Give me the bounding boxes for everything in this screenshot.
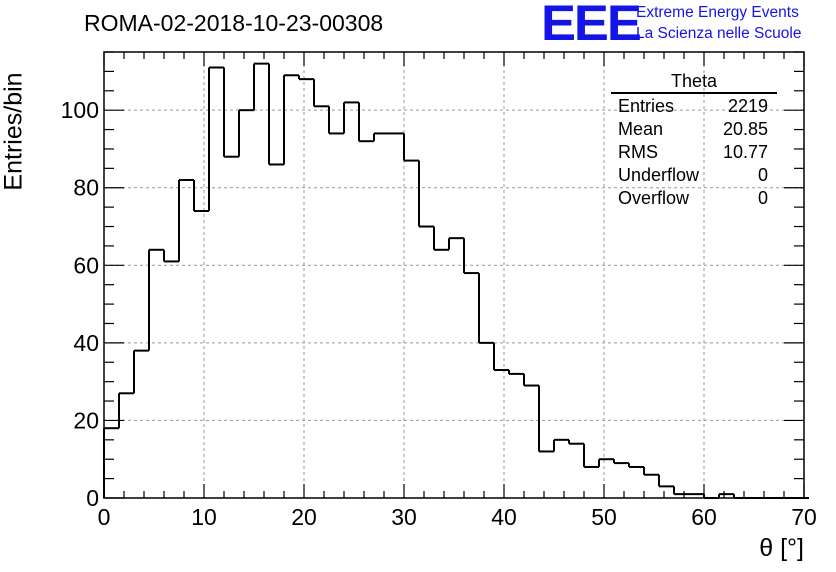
x-tick-label: 30: [391, 504, 417, 530]
y-tick-label: 0: [86, 485, 99, 511]
stats-value: 20.85: [722, 119, 768, 139]
plot-border: [103, 51, 805, 499]
logo-text: Extreme Energy Events La Scienza nelle S…: [636, 2, 801, 44]
x-tick-label: 10: [191, 504, 217, 530]
stats-value: 2219: [727, 96, 768, 116]
chart-title: ROMA-02-2018-10-23-00308: [84, 10, 384, 36]
logo-line-1: Extreme Energy Events: [636, 4, 799, 21]
stats-row-rms: RMS 10.77: [611, 141, 777, 164]
y-tick-label: 80: [73, 175, 99, 201]
axis-ticks: [103, 51, 805, 499]
grid-lines: [104, 52, 804, 498]
stats-row-underflow: Underflow 0: [611, 164, 777, 187]
x-axis-label: θ [°]: [759, 534, 804, 562]
stats-row-entries: Entries 2219: [611, 95, 777, 118]
stats-value: 0: [757, 165, 768, 185]
x-tick-label: 20: [291, 504, 317, 530]
x-tick-label: 50: [591, 504, 617, 530]
y-tick-label: 20: [73, 407, 99, 433]
tick-labels: 0 10 20 30 40 50 60 70 0 20 40 60 80 100: [61, 97, 817, 530]
stats-label: Mean: [618, 119, 664, 139]
y-tick-label: 100: [61, 97, 99, 123]
logo-line-2: La Scienza nelle Scuole: [636, 25, 802, 42]
stats-title: Theta: [611, 70, 777, 94]
x-tick-label: 40: [491, 504, 517, 530]
stats-row-overflow: Overflow 0: [611, 187, 777, 210]
stats-label: Overflow: [618, 188, 690, 208]
x-tick-label: 70: [791, 504, 817, 530]
stats-label: Entries: [618, 96, 675, 116]
y-tick-label: 60: [73, 252, 99, 278]
eee-logo: EEE: [541, 0, 642, 51]
y-axis-label: Entries/bin: [0, 72, 28, 191]
plot-frame: [103, 51, 805, 499]
x-tick-label: 60: [691, 504, 717, 530]
y-tick-label: 40: [73, 330, 99, 356]
stats-value: 0: [757, 188, 768, 208]
stats-value: 10.77: [722, 142, 768, 162]
stats-box: Theta Entries 2219 Mean 20.85 RMS 10.77 …: [611, 70, 777, 210]
stats-label: RMS: [618, 142, 658, 162]
stats-label: Underflow: [618, 165, 700, 185]
x-tick-label: 0: [98, 504, 111, 530]
stats-row-mean: Mean 20.85: [611, 118, 777, 141]
